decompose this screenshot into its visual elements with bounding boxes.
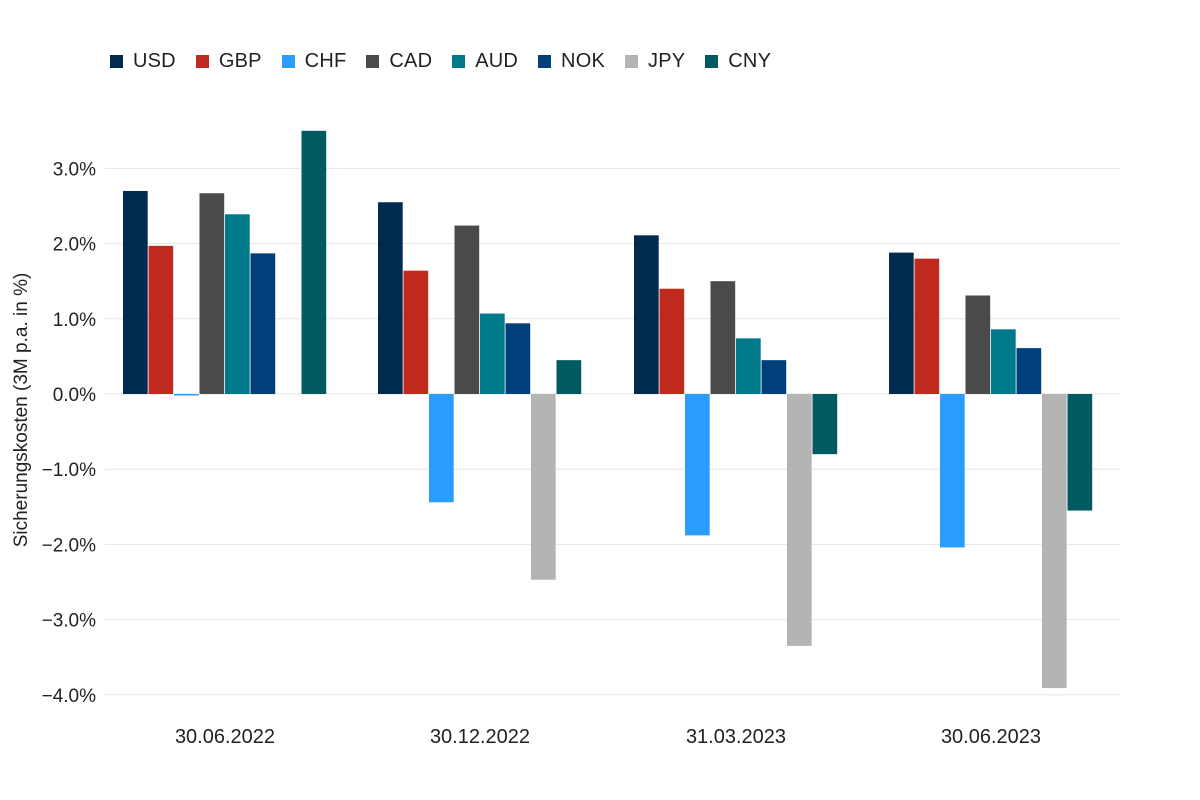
- legend-item-chf: CHF: [281, 49, 347, 73]
- legend-swatch: [281, 54, 295, 68]
- y-tick-label: 3.0%: [53, 159, 96, 180]
- bar-aud-30.06.2023: [991, 329, 1016, 394]
- y-tick-label: −4.0%: [42, 686, 97, 707]
- y-tick-label: −1.0%: [42, 460, 97, 481]
- bar-jpy-30.12.2022: [531, 394, 556, 580]
- y-tick-label: 2.0%: [53, 235, 96, 256]
- x-category-label: 30.12.2022: [430, 726, 530, 748]
- legend-label: AUD: [475, 49, 519, 72]
- bar-cny-31.03.2023: [812, 394, 838, 455]
- x-category-label: 31.03.2023: [686, 726, 786, 748]
- bar-cny-30.06.2022: [301, 130, 327, 395]
- legend-swatch: [705, 54, 719, 68]
- y-tick-label: −2.0%: [42, 535, 97, 556]
- bar-cad-31.03.2023: [710, 281, 736, 394]
- y-axis-ticks: 3.0% 2.0% 1.0% 0.0% −1.0% −2.0% −3.0% −4.0%: [42, 159, 97, 706]
- bar-aud-30.06.2022: [225, 214, 250, 394]
- bar-nok-30.06.2023: [1016, 348, 1042, 394]
- legend-item-cad: CAD: [366, 50, 432, 73]
- legend-item-aud: AUD: [452, 50, 518, 73]
- x-category-label: 30.06.2022: [175, 726, 275, 748]
- chart-legend: USD GBP CHF CAD AUD NOK JPY CNY: [110, 48, 791, 74]
- legend-label: NOK: [561, 49, 605, 72]
- legend-swatch: [366, 54, 380, 68]
- bar-cad-30.12.2022: [454, 225, 480, 394]
- bar-cad-30.06.2022: [199, 193, 225, 394]
- bar-cny-30.06.2023: [1067, 394, 1093, 511]
- bar-chf-30.06.2023: [940, 394, 965, 548]
- gridlines: [105, 167, 1120, 696]
- y-tick-label: 0.0%: [53, 385, 96, 406]
- bar-usd-30.06.2022: [123, 190, 148, 394]
- legend-item-jpy: JPY: [625, 50, 685, 73]
- bar-usd-31.03.2023: [634, 235, 659, 394]
- bar-aud-31.03.2023: [736, 338, 761, 394]
- bar-chf-30.06.2022: [174, 394, 199, 396]
- bar-nok-30.06.2022: [250, 253, 276, 394]
- bar-gbp-31.03.2023: [659, 288, 685, 394]
- legend-item-gbp: GBP: [195, 49, 262, 73]
- legend-label: JPY: [648, 49, 686, 72]
- bar-cny-30.12.2022: [556, 360, 582, 394]
- bar-jpy-30.06.2023: [1042, 394, 1067, 689]
- legend-label: CNY: [728, 49, 772, 72]
- legend-label: GBP: [218, 49, 262, 72]
- x-axis-categories: 30.06.2022 30.12.2022 31.03.2023 30.06.2023: [175, 726, 1041, 748]
- bar-chf-31.03.2023: [685, 394, 710, 536]
- legend-label: CAD: [389, 49, 433, 72]
- legend-swatch: [195, 54, 209, 68]
- bar-usd-30.06.2023: [889, 252, 914, 394]
- bar-gbp-30.12.2022: [403, 270, 429, 394]
- legend-label: USD: [133, 49, 176, 72]
- bars: [123, 130, 1093, 689]
- bar-cad-30.06.2023: [965, 295, 991, 394]
- legend-item-usd: USD: [110, 50, 176, 73]
- bar-aud-30.12.2022: [480, 313, 505, 394]
- legend-swatch: [625, 54, 638, 68]
- legend-item-cny: CNY: [705, 50, 771, 73]
- y-axis-title: Sicherungskosten (3M p.a. in %): [11, 273, 32, 548]
- y-tick-label: 1.0%: [53, 310, 96, 331]
- x-category-label: 30.06.2023: [941, 726, 1041, 748]
- bar-gbp-30.06.2023: [914, 258, 940, 394]
- legend-item-nok: NOK: [538, 50, 605, 73]
- legend-swatch: [452, 54, 466, 68]
- bar-gbp-30.06.2022: [148, 245, 174, 394]
- y-tick-label: −3.0%: [42, 611, 97, 632]
- legend-swatch: [110, 54, 123, 68]
- bar-jpy-31.03.2023: [787, 394, 812, 646]
- bar-usd-30.12.2022: [378, 202, 403, 394]
- bar-chf-30.12.2022: [429, 394, 454, 503]
- bar-nok-30.12.2022: [505, 323, 531, 394]
- legend-swatch: [538, 54, 552, 68]
- bar-nok-31.03.2023: [761, 360, 787, 394]
- legend-label: CHF: [304, 49, 347, 72]
